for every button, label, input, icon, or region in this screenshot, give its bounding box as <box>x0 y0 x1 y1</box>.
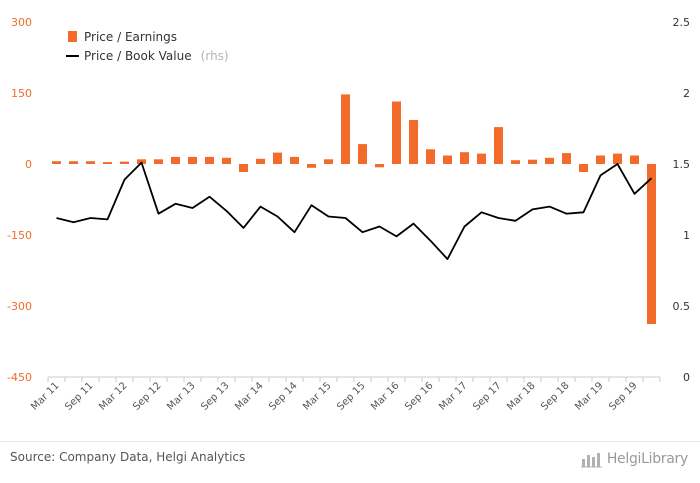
y-axis-left: 300 150 0 -150 -300 -450 <box>7 16 32 384</box>
x-tick-label: Mar 14 <box>233 380 265 412</box>
pe-bar <box>460 152 469 164</box>
y-right-tick-label: 1 <box>683 229 690 242</box>
x-tick-label: Sep 19 <box>607 380 639 412</box>
x-tick-label: Sep 14 <box>267 380 299 412</box>
y-left-tick-label: -450 <box>7 371 32 384</box>
x-tick-label: Sep 11 <box>63 380 95 412</box>
x-tick-label: Mar 11 <box>29 380 61 412</box>
x-tick-label: Mar 12 <box>97 380 129 412</box>
x-tick-label: Mar 18 <box>505 380 537 412</box>
pe-bar <box>103 162 112 164</box>
helgi-logo-icon <box>580 453 602 468</box>
pe-bar <box>171 156 180 164</box>
x-tick-label: Sep 16 <box>403 380 435 412</box>
helgi-logo-text: HelgiLibrary <box>606 451 688 467</box>
pe-bar <box>273 152 282 164</box>
y-left-tick-label: -300 <box>7 300 32 313</box>
footer-divider <box>0 441 700 442</box>
pe-bar <box>375 164 384 168</box>
x-tick-label: Sep 17 <box>471 380 503 412</box>
x-tick-label: Sep 18 <box>539 380 571 412</box>
pe-bar <box>545 157 554 164</box>
pe-bar <box>426 149 435 164</box>
x-tick-label: Mar 13 <box>165 380 197 412</box>
legend-swatch-pe <box>68 31 77 42</box>
pe-bar <box>562 153 571 164</box>
x-tick-label: Sep 12 <box>131 380 163 412</box>
x-tick-label: Mar 16 <box>369 380 401 412</box>
y-right-tick-label: 1.5 <box>673 158 691 171</box>
pe-bar <box>222 157 231 164</box>
pe-bar <box>86 161 95 164</box>
pe-bar <box>596 155 605 164</box>
pe-bar <box>69 161 78 164</box>
pe-bar <box>188 156 197 164</box>
pe-bar <box>341 94 350 164</box>
pe-bar <box>647 164 656 324</box>
legend-label-pbv-name: Price / Book Value <box>84 49 192 63</box>
pe-bar <box>511 160 520 164</box>
y-left-tick-label: 150 <box>11 87 32 100</box>
y-axis-right: 2.5 2 1.5 1 0.5 0 <box>673 16 691 384</box>
pe-bar <box>154 159 163 164</box>
pbv-line-group <box>56 161 653 261</box>
pe-bar <box>494 127 503 164</box>
legend: Price / Earnings Price / Book Value (rhs… <box>66 30 229 64</box>
pe-bar <box>307 164 316 168</box>
x-tick-label: Mar 19 <box>573 380 605 412</box>
pe-bar <box>120 161 129 164</box>
y-right-tick-label: 2.5 <box>673 16 691 29</box>
x-tick-label: Sep 13 <box>199 380 231 412</box>
pe-bar <box>137 159 146 164</box>
x-tick-label: Mar 15 <box>301 380 333 412</box>
pe-bar <box>630 155 639 164</box>
pe-bar <box>443 155 452 164</box>
pe-bar <box>477 153 486 164</box>
pe-bar <box>324 159 333 164</box>
x-tick-label: Mar 17 <box>437 380 469 412</box>
legend-label-pbv-rhs: (rhs) <box>201 49 229 63</box>
pe-bar <box>290 156 299 164</box>
legend-label-pbv: Price / Book Value (rhs) <box>84 45 229 64</box>
y-left-tick-label: 300 <box>11 16 32 29</box>
pe-bar <box>256 158 265 164</box>
y-left-tick-label: -150 <box>7 229 32 242</box>
pe-bar <box>205 156 214 164</box>
x-tick-label: Sep 15 <box>335 380 367 412</box>
y-right-tick-label: 0 <box>683 371 690 384</box>
pe-bar <box>392 101 401 164</box>
chart: Mar 11 Sep 11 Mar 12 Sep 12 Mar 13 Sep 13 Mar … <box>7 16 691 413</box>
pe-bar <box>528 159 537 164</box>
pe-bar <box>358 144 367 164</box>
y-left-tick-label: 0 <box>25 158 32 171</box>
pe-bar <box>52 161 61 164</box>
legend-label-pe: Price / Earnings <box>84 30 177 44</box>
y-right-tick-label: 0.5 <box>673 300 691 313</box>
pbv-line <box>56 161 653 261</box>
pe-bar <box>409 120 418 164</box>
pe-bars <box>52 94 656 324</box>
helgi-logo: HelgiLibrary <box>580 446 688 472</box>
pe-bar <box>579 164 588 172</box>
x-axis: Mar 11 Sep 11 Mar 12 Sep 12 Mar 13 Sep 13 Mar … <box>29 376 661 413</box>
pe-bar <box>613 153 622 164</box>
y-right-tick-label: 2 <box>683 87 690 100</box>
pe-bar <box>239 164 248 172</box>
source-note: Source: Company Data, Helgi Analytics <box>10 450 246 464</box>
